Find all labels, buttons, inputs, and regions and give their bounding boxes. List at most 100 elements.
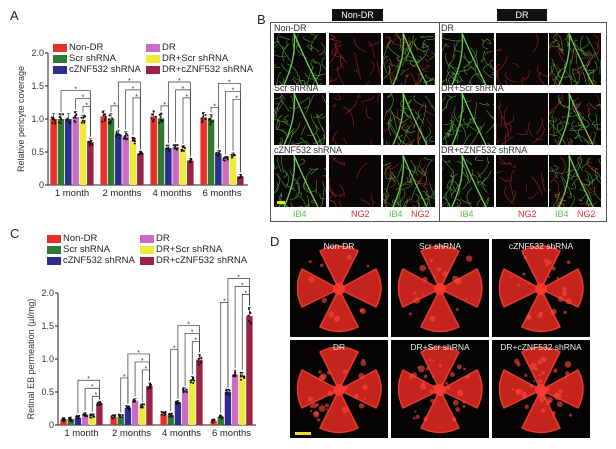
leakage-spot bbox=[463, 367, 466, 371]
data-point bbox=[223, 159, 226, 162]
data-point bbox=[182, 146, 185, 149]
image-label: DR+Scr shRNA bbox=[410, 342, 470, 352]
leakage-spot bbox=[547, 275, 551, 278]
data-point bbox=[89, 416, 92, 419]
legend-swatch bbox=[140, 234, 154, 243]
leakage-spot bbox=[362, 384, 368, 390]
leakage-spot bbox=[429, 258, 433, 263]
data-point bbox=[202, 115, 205, 118]
leakage-spot bbox=[421, 293, 424, 296]
data-point bbox=[141, 403, 144, 406]
bar bbox=[57, 119, 65, 185]
y-tick-label: 2.0 bbox=[31, 48, 44, 58]
retina-flatmount-image: Scr shRNA bbox=[391, 239, 489, 337]
data-point bbox=[204, 113, 207, 116]
major-vessel bbox=[283, 93, 319, 145]
legend-label: Scr shRNA bbox=[63, 244, 110, 255]
optic-disc bbox=[535, 283, 547, 295]
legend-item: Scr shRNA bbox=[53, 53, 116, 64]
significance-marker: * bbox=[244, 290, 247, 297]
vessel-lines bbox=[549, 93, 601, 145]
legend-swatch bbox=[140, 245, 154, 254]
data-point bbox=[226, 393, 229, 396]
data-point bbox=[80, 121, 83, 124]
scale-bar bbox=[277, 201, 285, 204]
retina-vessel-micrograph bbox=[442, 155, 492, 207]
leakage-spot bbox=[422, 276, 428, 282]
leakage-spot bbox=[569, 413, 573, 417]
data-point bbox=[200, 356, 203, 359]
significance-marker: * bbox=[173, 345, 176, 352]
significance-marker: * bbox=[82, 95, 85, 102]
data-point bbox=[199, 361, 202, 364]
data-point bbox=[131, 137, 134, 140]
ib4-image bbox=[442, 33, 494, 85]
leakage-spot bbox=[316, 418, 321, 422]
data-point bbox=[218, 152, 221, 155]
data-point bbox=[92, 415, 95, 418]
leakage-spot bbox=[563, 310, 567, 315]
retina-vessel-micrograph bbox=[274, 93, 326, 145]
data-point bbox=[188, 161, 191, 164]
data-point bbox=[219, 416, 222, 419]
channel-ng2: NG2 bbox=[411, 209, 430, 219]
bar bbox=[117, 416, 124, 425]
image-label: DR+cZNF532 shRNA bbox=[500, 342, 582, 352]
data-point bbox=[108, 118, 111, 121]
data-point bbox=[174, 144, 177, 147]
data-point bbox=[111, 117, 114, 120]
data-point bbox=[169, 414, 172, 417]
data-point bbox=[190, 379, 193, 382]
data-point bbox=[68, 120, 71, 123]
data-point bbox=[60, 118, 63, 121]
leakage-spot bbox=[538, 378, 543, 384]
data-point bbox=[104, 115, 107, 118]
leakage-spot bbox=[466, 374, 470, 379]
data-point bbox=[50, 116, 53, 119]
leakage-spot bbox=[538, 394, 543, 399]
bar bbox=[181, 390, 189, 425]
data-point bbox=[171, 412, 174, 415]
significance-marker: * bbox=[123, 374, 126, 381]
data-point bbox=[92, 413, 95, 416]
leakage-spot bbox=[327, 390, 334, 397]
data-point bbox=[224, 389, 227, 392]
legend-item: DR+Scr shRNA bbox=[146, 53, 228, 64]
data-point bbox=[189, 381, 192, 384]
data-point bbox=[62, 113, 65, 116]
vessel-lines bbox=[274, 93, 326, 145]
retina-vessel-micrograph bbox=[442, 33, 494, 85]
leakage-spot bbox=[342, 385, 348, 391]
leakage-spot bbox=[554, 392, 560, 397]
data-point bbox=[200, 117, 203, 120]
x-tick-label: 1 month bbox=[55, 188, 89, 199]
legend-label: Non-DR bbox=[63, 233, 98, 244]
retina-flatmount bbox=[296, 346, 382, 434]
ng2-image bbox=[329, 93, 381, 145]
data-point bbox=[163, 414, 166, 417]
data-point bbox=[109, 120, 112, 123]
leakage-spot bbox=[561, 286, 568, 292]
data-point bbox=[168, 415, 171, 418]
bar bbox=[50, 119, 57, 185]
data-point bbox=[59, 122, 62, 125]
data-point bbox=[100, 403, 103, 406]
significance-marker: * bbox=[237, 274, 240, 281]
data-point bbox=[96, 401, 99, 404]
bar bbox=[215, 153, 222, 185]
significance-marker: * bbox=[163, 102, 166, 109]
legend-label: cZNF532 shRNA bbox=[69, 64, 141, 75]
data-point bbox=[239, 371, 242, 374]
leakage-spot bbox=[358, 372, 365, 380]
data-point bbox=[111, 417, 114, 420]
data-point bbox=[118, 416, 121, 419]
vessel-lines bbox=[549, 33, 601, 85]
vessel-lines bbox=[496, 33, 548, 85]
leakage-spot bbox=[353, 393, 359, 399]
bar bbox=[222, 158, 229, 185]
leakage-spot bbox=[551, 266, 556, 271]
data-point bbox=[192, 382, 195, 385]
data-point bbox=[83, 119, 86, 122]
leakage-spot bbox=[540, 407, 546, 413]
leakage-spot bbox=[538, 373, 542, 377]
